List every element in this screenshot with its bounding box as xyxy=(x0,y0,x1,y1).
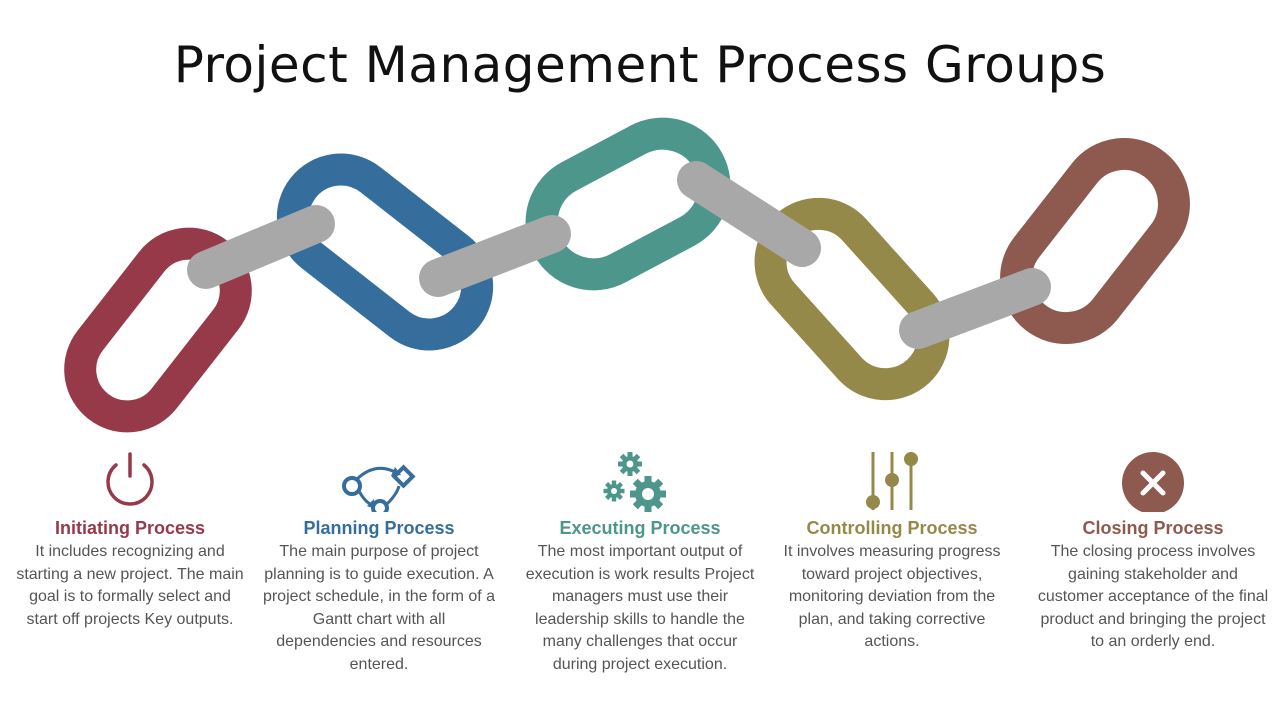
power-icon xyxy=(106,452,154,506)
flowchart-icon xyxy=(342,464,416,512)
chain-connector xyxy=(187,205,335,289)
process-planning: Planning Process The main purpose of pro… xyxy=(261,446,497,676)
chain-connector xyxy=(677,161,821,267)
sliders-icon xyxy=(866,452,918,510)
process-executing: Executing Process The most important out… xyxy=(522,446,758,676)
chain-connector xyxy=(899,268,1051,349)
gears-icon xyxy=(603,452,666,512)
process-heading: Planning Process xyxy=(303,518,455,538)
process-description: It involves measuring progress toward pr… xyxy=(783,543,1001,650)
chain-link-planning xyxy=(276,153,494,351)
process-closing: Closing Process The closing process invo… xyxy=(1035,446,1271,654)
process-description: The main purpose of project planning is … xyxy=(262,543,496,673)
chain-link-closing xyxy=(1000,137,1190,345)
close-circle-icon xyxy=(1122,452,1184,512)
process-heading: Initiating Process xyxy=(54,518,206,538)
process-heading: Executing Process xyxy=(559,518,721,538)
process-heading: Controlling Process xyxy=(806,518,978,538)
chain-illustration xyxy=(64,117,1190,433)
process-description: The most important output of execution i… xyxy=(525,543,755,673)
page-title: Project Management Process Groups xyxy=(173,36,1107,94)
process-controlling: Controlling Process It involves measurin… xyxy=(774,446,1010,654)
process-description: The closing process involves gaining sta… xyxy=(1037,543,1269,650)
process-initiating: Initiating Process It includes recognizi… xyxy=(12,446,248,631)
process-description: It includes recognizing and starting a n… xyxy=(16,543,244,628)
process-heading: Closing Process xyxy=(1082,518,1224,538)
chain-connector xyxy=(419,215,571,297)
